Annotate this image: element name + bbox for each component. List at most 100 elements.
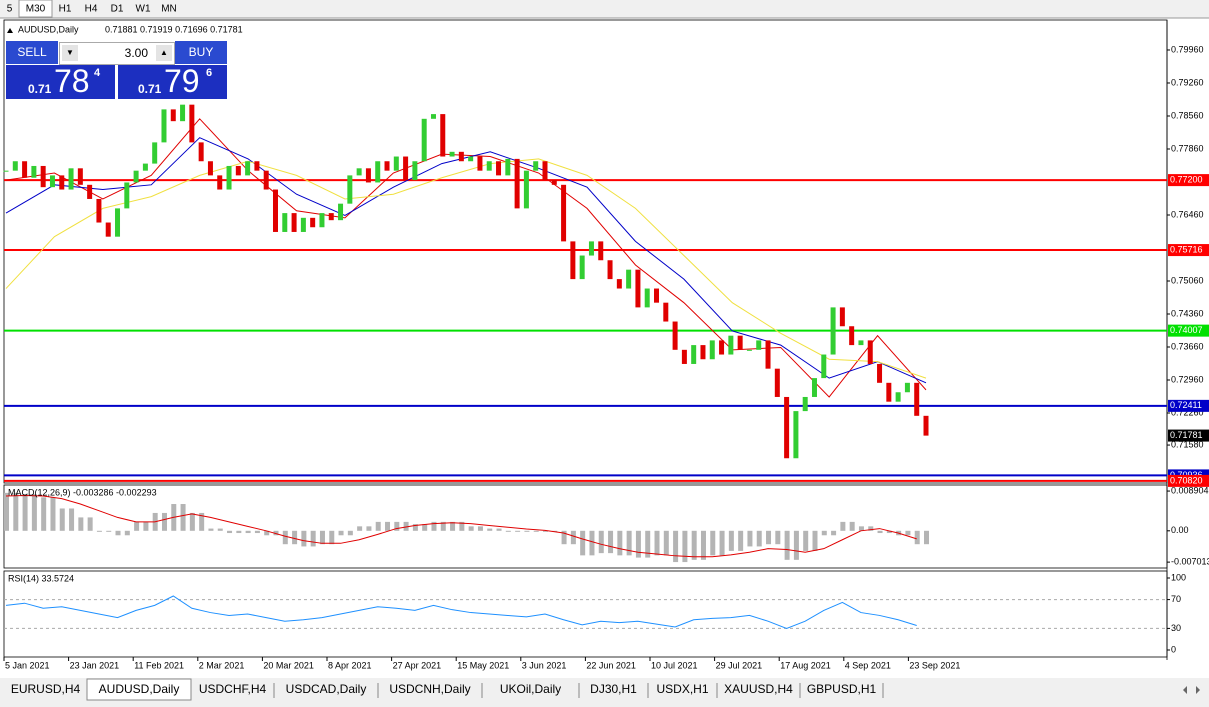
timeframe-button[interactable]: D1 — [111, 4, 124, 15]
macd-bar — [793, 530, 799, 560]
tab[interactable]: UKOil,Daily — [500, 682, 561, 696]
candle — [616, 279, 622, 289]
ohlc-text: 0.71881 0.71919 0.71696 0.71781 — [105, 24, 243, 34]
ask-pip: 6 — [206, 67, 213, 79]
tab-scroll-left[interactable] — [1183, 686, 1187, 694]
candle — [904, 382, 910, 393]
macd-bar — [747, 530, 753, 547]
bid-box[interactable]: 0.71 78 4 — [6, 63, 115, 99]
panel-frame — [3, 484, 1168, 569]
timeframe-button[interactable]: 5 — [7, 4, 13, 15]
macd-bar — [245, 530, 251, 534]
y-tick-label: 0.79260 — [1171, 77, 1204, 87]
y-tick-label: 0 — [1171, 644, 1176, 654]
tab[interactable]: EURUSD,H4 — [11, 682, 81, 696]
y-tick-label: 0.78560 — [1171, 110, 1204, 120]
candle — [635, 269, 641, 308]
tab[interactable]: AUDUSD,Daily — [99, 682, 180, 696]
macd-bar — [106, 530, 112, 532]
macd-bar — [366, 526, 372, 531]
timeframe-button[interactable]: M30 — [26, 4, 46, 15]
ask-box[interactable]: 0.71 79 6 — [118, 63, 227, 99]
candle — [235, 165, 241, 176]
macd-bar — [877, 530, 883, 534]
candle — [189, 104, 195, 143]
macd-bar — [227, 530, 233, 534]
y-tick-label: 0.008904 — [1171, 485, 1209, 495]
line-price-tag — [1168, 324, 1209, 337]
macd-bar — [431, 521, 437, 531]
macd-bar — [180, 504, 186, 531]
y-tick-label: 30 — [1171, 623, 1181, 633]
tab[interactable]: GBPUSD,H1 — [807, 682, 877, 696]
macd-bar — [580, 530, 586, 556]
macd-bar — [236, 530, 242, 534]
candle — [867, 340, 873, 364]
candle — [821, 354, 827, 379]
macd-bar — [394, 521, 400, 531]
timeframe-button[interactable]: H1 — [59, 4, 72, 15]
macd-bar — [766, 530, 772, 545]
decrease-button[interactable]: ▼ — [62, 45, 78, 61]
candle — [533, 161, 539, 171]
line-price-label: 0.77200 — [1170, 174, 1203, 184]
timeframe-button[interactable]: H4 — [85, 4, 98, 15]
bid-big: 78 — [54, 63, 90, 99]
macd-bar — [496, 528, 502, 531]
tab[interactable]: USDX,H1 — [656, 682, 708, 696]
timeframe-button[interactable]: W1 — [136, 4, 151, 15]
candle — [700, 345, 706, 360]
x-tick-label: 22 Jun 2021 — [586, 660, 636, 670]
bid-pip: 4 — [94, 67, 101, 79]
timeframe-button[interactable]: MN — [161, 4, 177, 15]
macd-signal — [5, 495, 917, 558]
tab-scroll-right[interactable] — [1196, 686, 1200, 694]
candle — [170, 109, 176, 122]
rsi-line — [5, 595, 917, 629]
buy-button[interactable]: BUY — [175, 41, 227, 64]
candle — [49, 175, 55, 188]
candle — [31, 165, 37, 178]
tab[interactable]: USDCHF,H4 — [199, 682, 267, 696]
candle — [886, 382, 892, 402]
x-tick-label: 23 Sep 2021 — [909, 660, 960, 670]
macd-bar — [645, 530, 651, 558]
candle — [375, 161, 381, 183]
tab[interactable]: USDCAD,Daily — [286, 682, 367, 696]
candle — [858, 340, 864, 346]
macd-bar — [4, 492, 9, 531]
trade-panel: SELL 3.00 ▼ ▲ BUY 0.71 78 4 0.71 79 6 — [6, 41, 227, 99]
candle — [217, 175, 223, 190]
x-tick-label: 8 Apr 2021 — [328, 660, 372, 670]
tab[interactable]: DJ30,H1 — [590, 682, 637, 696]
x-tick-label: 4 Sep 2021 — [845, 660, 891, 670]
macd-bar — [143, 521, 149, 531]
candle — [877, 363, 883, 383]
toolbar-button-active — [18, 0, 53, 18]
candle — [756, 340, 762, 350]
increase-button[interactable]: ▲ — [156, 45, 172, 61]
macd-bar — [31, 494, 37, 531]
macd-bar — [78, 517, 84, 531]
candle — [663, 302, 669, 322]
candle — [245, 161, 251, 176]
moving-average — [5, 118, 927, 398]
macd-bar — [691, 530, 697, 560]
macd-bar — [375, 521, 381, 531]
candle — [440, 114, 446, 157]
x-tick-label: 27 Apr 2021 — [393, 660, 442, 670]
macd-bar — [59, 508, 65, 531]
bid-prefix: 0.71 — [28, 82, 52, 96]
sell-button[interactable]: SELL — [6, 41, 58, 64]
macd-bar — [542, 530, 548, 532]
macd-bar — [570, 530, 576, 545]
macd-bar — [273, 530, 279, 536]
macd-bar — [403, 521, 409, 531]
tab[interactable]: XAUUSD,H4 — [724, 682, 793, 696]
lots-field[interactable]: 3.00 ▼ ▲ — [59, 42, 175, 65]
macd-bar — [338, 530, 344, 536]
tab[interactable]: USDCNH,Daily — [389, 682, 470, 696]
macd-bar — [254, 530, 260, 534]
macd-bar — [459, 521, 465, 531]
